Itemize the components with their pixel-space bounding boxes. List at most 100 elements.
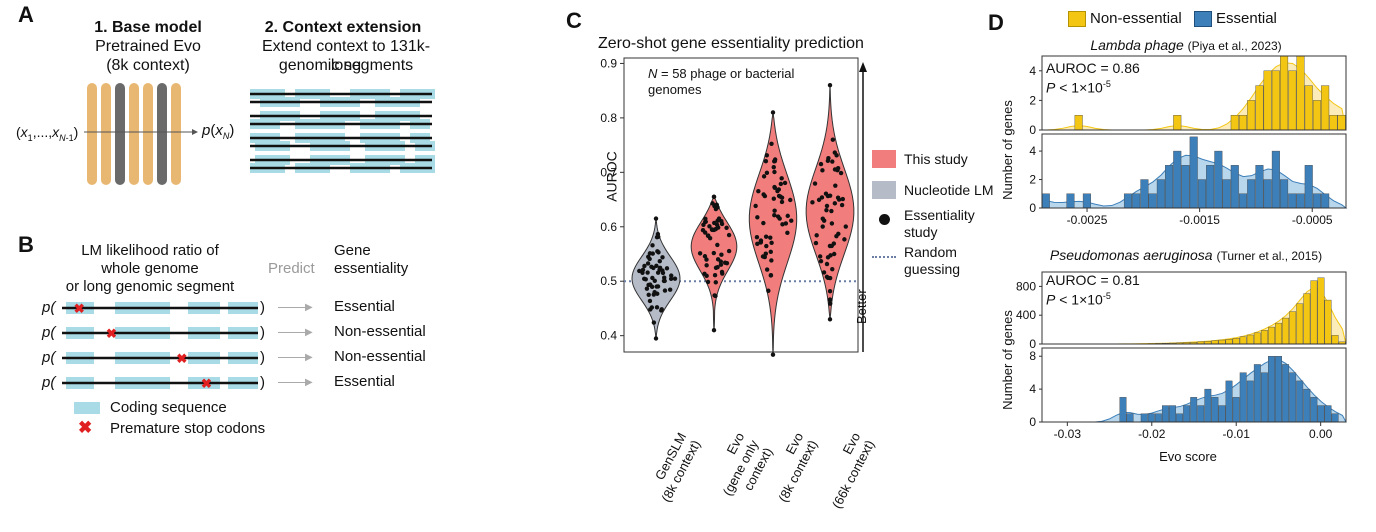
essentiality-study-point [814,233,818,237]
essential-bar [1289,373,1295,422]
genome-sequence: ✖ [60,373,260,393]
essentiality-study-point [772,209,776,213]
essentiality-study-point [828,253,832,257]
essentiality-study-point [821,224,825,228]
chart-c-annotation-line2: genomes [648,82,701,98]
legend-random-label-line1: Random [904,244,957,261]
essential-bar [1280,180,1288,208]
essentiality-study-point [814,241,818,245]
genome-row: p( ✖ ) [42,323,282,343]
nonessential-bar [1231,115,1239,130]
essentiality-study-point [755,215,759,219]
likelihood-p: p( [42,299,55,317]
y-tick-label: 8 [1029,349,1036,363]
genomic-segments-diagram [250,84,440,184]
essentiality-study-point [819,259,823,263]
nonessential-bar [1282,318,1288,344]
essential-bar [1247,180,1255,208]
gene-essentiality-header-line1: Gene [334,242,371,260]
likelihood-close: ) [260,299,265,317]
essentiality-outcome: Essential [334,373,395,391]
essential-bar [1226,381,1232,422]
essentiality-study-point [822,218,826,222]
essential-bar [1148,414,1154,422]
gene-essentiality-header-line2: essentiality [334,260,408,278]
essentiality-study-point [762,174,766,178]
essentiality-study-point [772,170,776,174]
essentiality-study-point [765,267,769,271]
nonessential-bar [1280,56,1288,130]
legend-nonessential-swatch [1068,11,1086,27]
stop-codon-legend: Premature stop codons [110,420,265,438]
essential-bar [1124,194,1132,208]
y-tick-label: 800 [1016,279,1036,293]
essentiality-study-point [647,257,651,261]
nonessential-bar [1226,339,1232,344]
y-tick-label: 0.8 [600,111,617,125]
essentiality-study-point [753,204,757,208]
essentiality-study-point [648,299,652,303]
essentiality-study-point [777,216,781,220]
essentiality-study-point [839,171,843,175]
essentiality-study-point [755,235,759,239]
chart-c-annotation-line1: N = 58 phage or bacterial [648,66,794,82]
legend-nonessential-label: Non-essential [1090,10,1182,28]
essentiality-study-point [706,233,710,237]
essential-bar [1282,364,1288,422]
input-sequence-label: (x1,...,xN-1) [16,124,78,147]
essential-bar [1223,180,1231,208]
essentiality-study-point [654,216,658,220]
essentiality-study-point [820,168,824,172]
x-tick-label: -0.0015 [1179,213,1220,227]
essentiality-study-point [828,83,832,87]
essential-bar [1165,165,1173,208]
nonessential-bar [1268,327,1274,344]
nonessential-bar [1318,278,1324,344]
essential-bar [1205,389,1211,422]
nonessential-bar [1233,338,1239,344]
essentiality-study-point [714,280,718,284]
essential-bar [1190,397,1196,422]
essentiality-study-point [833,201,837,205]
y-tick-label: 2 [1029,173,1036,187]
violin-shape [749,112,796,354]
nonessential-bar [1261,330,1267,344]
likelihood-header-line2: whole genome [50,260,250,278]
essential-bar [1268,356,1274,422]
essentiality-study-point [724,226,728,230]
nonessential-bar [1289,312,1295,344]
essentiality-study-point [765,171,769,175]
essentiality-study-point [662,279,666,283]
essentiality-study-point [826,159,830,163]
model-layer-dark [115,83,125,185]
essentiality-study-point [715,243,719,247]
essentiality-study-point [813,181,817,185]
essentiality-study-point [810,200,814,204]
nonessential-bar [1288,71,1296,130]
essentiality-study-point [764,244,768,248]
model-layer [129,83,139,185]
essentiality-study-point [786,214,790,218]
model-layer [87,83,97,185]
stop-codon-icon: ✖ [106,326,117,341]
essential-bar [1231,165,1239,208]
essentiality-study-point [704,257,708,261]
essential-bar [1215,151,1223,208]
essentiality-study-point [656,250,660,254]
model-layer [171,83,181,185]
essentiality-study-point [660,255,664,259]
essentiality-study-point [645,270,649,274]
essentiality-study-point [668,288,672,292]
histogram-charts: 024024-0.0025-0.0015-0.00050400800048-0.… [1000,50,1376,470]
essentiality-study-point [650,285,654,289]
genome-sequence: ✖ [60,323,260,343]
essentiality-study-point [713,273,717,277]
essentiality-study-point [828,317,832,321]
essentiality-study-point [772,213,776,217]
essentiality-study-point [663,288,667,292]
essentiality-study-point [641,268,645,272]
essential-bar [1162,406,1168,422]
essentiality-study-point [761,221,765,225]
essentiality-study-point [772,197,776,201]
essentiality-study-point [719,219,723,223]
